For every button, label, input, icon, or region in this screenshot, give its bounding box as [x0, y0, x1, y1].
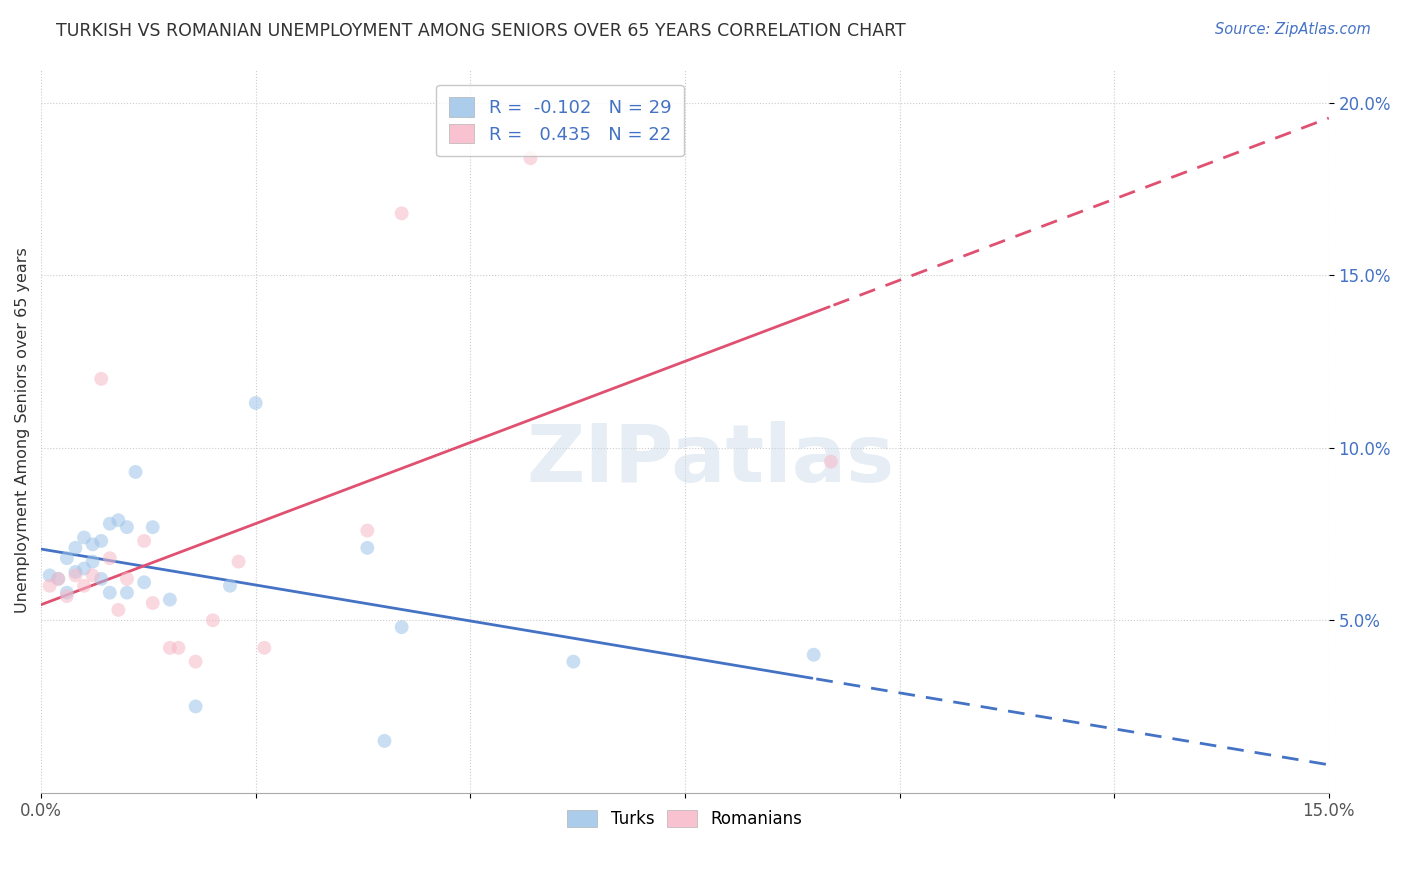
Point: [562, 655, 585, 669]
Point: [90, 372, 112, 386]
Point: [245, 396, 267, 410]
Point: [46, 572, 69, 586]
Point: [107, 513, 129, 527]
Y-axis label: Unemployment Among Seniors over 65 years: Unemployment Among Seniors over 65 years: [15, 248, 30, 614]
Point: [46, 572, 69, 586]
Point: [98, 516, 121, 531]
Point: [159, 592, 181, 607]
Point: [98, 551, 121, 566]
Point: [90, 533, 112, 548]
Point: [38, 579, 60, 593]
Point: [98, 585, 121, 599]
Point: [56, 551, 79, 566]
Point: [519, 151, 541, 165]
Point: [159, 640, 181, 655]
Point: [373, 734, 395, 748]
Point: [82, 537, 104, 551]
Point: [38, 568, 60, 582]
Point: [219, 579, 242, 593]
Point: [803, 648, 825, 662]
Point: [142, 520, 165, 534]
Point: [73, 531, 96, 545]
Point: [124, 465, 146, 479]
Point: [134, 575, 156, 590]
Point: [184, 699, 207, 714]
Point: [115, 572, 138, 586]
Point: [73, 579, 96, 593]
Point: [82, 555, 104, 569]
Point: [228, 555, 250, 569]
Text: TURKISH VS ROMANIAN UNEMPLOYMENT AMONG SENIORS OVER 65 YEARS CORRELATION CHART: TURKISH VS ROMANIAN UNEMPLOYMENT AMONG S…: [56, 22, 905, 40]
Point: [820, 455, 842, 469]
Point: [167, 640, 190, 655]
Point: [115, 520, 138, 534]
Point: [184, 655, 207, 669]
Point: [356, 524, 378, 538]
Point: [82, 568, 104, 582]
Text: Source: ZipAtlas.com: Source: ZipAtlas.com: [1215, 22, 1371, 37]
Point: [73, 561, 96, 575]
Point: [65, 541, 87, 555]
Point: [391, 206, 413, 220]
Point: [356, 541, 378, 555]
Point: [107, 603, 129, 617]
Point: [56, 585, 79, 599]
Legend: Turks, Romanians: Turks, Romanians: [561, 804, 810, 835]
Point: [115, 585, 138, 599]
Point: [142, 596, 165, 610]
Point: [201, 613, 224, 627]
Point: [391, 620, 413, 634]
Point: [56, 589, 79, 603]
Text: ZIPatlas: ZIPatlas: [527, 420, 894, 499]
Point: [90, 572, 112, 586]
Point: [65, 565, 87, 579]
Point: [253, 640, 276, 655]
Point: [65, 568, 87, 582]
Point: [134, 533, 156, 548]
